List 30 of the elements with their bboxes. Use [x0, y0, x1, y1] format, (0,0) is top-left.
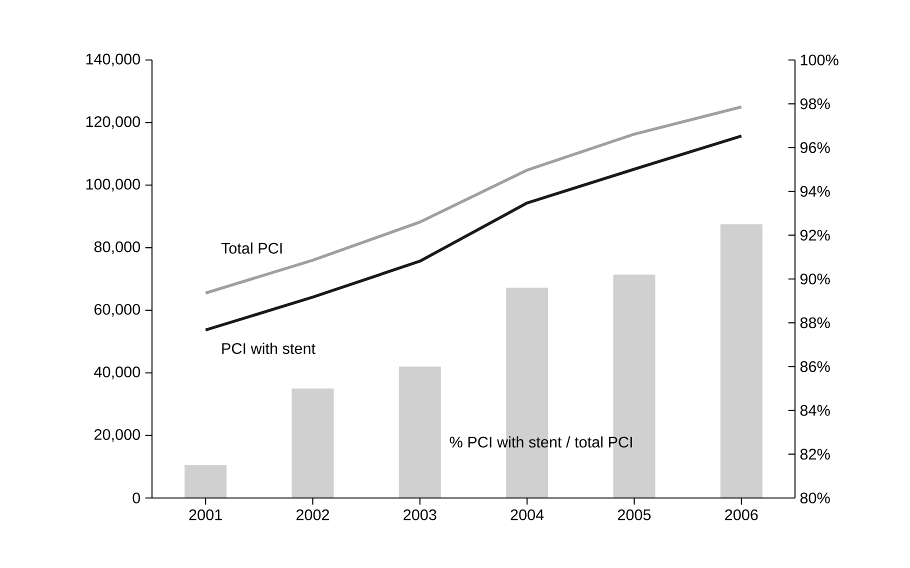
series-label: % PCI with stent / total PCI [450, 436, 632, 448]
y2-tick-label: 86% [800, 361, 830, 372]
y2-tick-label: 92% [800, 230, 830, 241]
line-series [204, 105, 743, 295]
y2-tick-label: 98% [800, 98, 830, 110]
y-tick-label: 80,000 [94, 241, 140, 254]
x-tick-label: 2003 [404, 509, 436, 520]
series-label: Total PCI [221, 242, 282, 254]
y-tick-label: 100,000 [86, 178, 140, 192]
x-tick-label: 2006 [725, 509, 758, 520]
y2-tick-label: 88% [800, 317, 830, 328]
y2-tick-label: 100% [800, 54, 838, 66]
y-tick-label: 140,000 [86, 54, 140, 66]
y-tick-label: 60,000 [94, 304, 140, 317]
y2-tick-label: 82% [800, 448, 830, 460]
x-tick-label: 2001 [189, 509, 222, 520]
y2-tick-label: 90% [800, 274, 830, 284]
y2-tick-label: 80% [800, 492, 830, 504]
y-tick-label: 20,000 [94, 429, 140, 442]
y2-tick-label: 94% [800, 186, 830, 197]
y-tick-label: 40,000 [94, 366, 140, 380]
y-tick-label: 0 [132, 492, 140, 504]
y-tick-label: 120,000 [86, 116, 140, 129]
y2-tick-label: 84% [800, 404, 830, 416]
y2-tick-label: 96% [800, 142, 830, 154]
series-label: PCI with stent [222, 342, 316, 354]
x-tick-label: 2002 [296, 509, 330, 520]
x-tick-label: 2005 [618, 509, 651, 520]
x-tick-label: 2004 [510, 509, 544, 520]
line-series [204, 134, 743, 332]
